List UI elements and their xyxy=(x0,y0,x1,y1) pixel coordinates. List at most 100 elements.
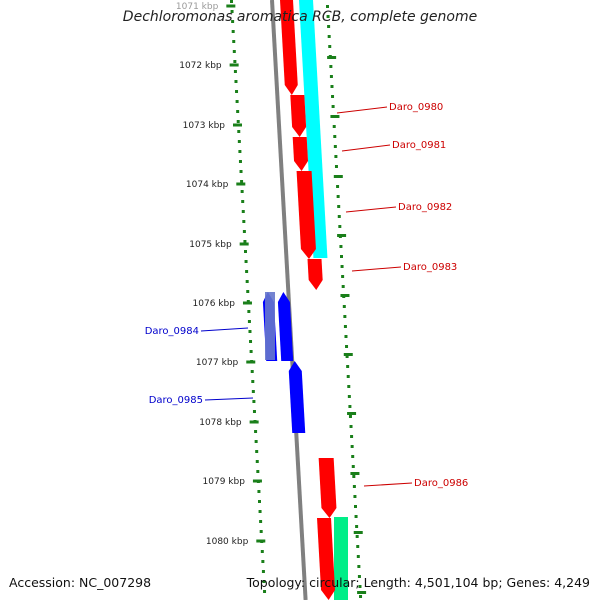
major-tick xyxy=(252,479,262,483)
feature-band-cyan xyxy=(299,0,328,258)
minor-tick-left xyxy=(261,560,265,563)
minor-tick-right xyxy=(356,555,360,558)
minor-tick-left xyxy=(261,570,265,573)
gene-label[interactable]: Daro_0985 xyxy=(149,395,203,406)
gene-leader-line xyxy=(200,327,249,332)
minor-tick-right xyxy=(333,145,337,148)
minor-tick-right xyxy=(338,225,342,228)
minor-tick-right xyxy=(357,575,361,578)
gene-leader-line xyxy=(336,106,388,114)
minor-tick-right xyxy=(355,525,359,528)
minor-tick-right xyxy=(337,205,341,208)
minor-tick-left xyxy=(241,200,245,203)
tick-label: 1080 kbp xyxy=(206,537,249,547)
minor-tick-right xyxy=(347,395,351,398)
tick-label: 1075 kbp xyxy=(189,240,232,250)
minor-tick-right xyxy=(349,425,353,428)
minor-tick-left xyxy=(235,90,239,93)
minor-tick-right xyxy=(350,445,354,448)
minor-tick-left xyxy=(241,210,245,213)
gene-track xyxy=(262,0,337,600)
gene-arrow-overlap xyxy=(265,292,275,360)
minor-tick-left xyxy=(242,220,246,223)
minor-tick-left xyxy=(245,280,249,283)
minor-tick-right xyxy=(341,275,345,278)
minor-tick-left xyxy=(250,370,254,373)
minor-tick-left xyxy=(254,430,258,433)
minor-tick-right xyxy=(352,475,356,478)
minor-tick-right xyxy=(353,495,357,498)
minor-tick-right xyxy=(327,25,331,28)
minor-tick-left xyxy=(236,120,240,123)
minor-tick-left xyxy=(259,530,263,533)
minor-tick-left xyxy=(238,160,242,163)
minor-tick-right xyxy=(331,95,335,98)
minor-tick-left xyxy=(252,400,256,403)
minor-tick-right xyxy=(345,355,349,358)
minor-tick-right xyxy=(346,375,350,378)
accession-text: Accession: NC_007298 xyxy=(9,575,152,590)
minor-tick-left xyxy=(234,80,238,83)
minor-tick-right xyxy=(340,255,343,258)
major-tick xyxy=(229,63,239,67)
minor-tick-right xyxy=(352,485,356,488)
feature-track xyxy=(299,0,348,600)
minor-tick-right xyxy=(359,595,363,598)
minor-tick-left xyxy=(249,340,253,343)
gene-label[interactable]: Daro_0982 xyxy=(398,202,452,213)
major-tick xyxy=(226,4,236,8)
minor-tick-left xyxy=(244,250,247,253)
gene-arrow xyxy=(318,458,337,518)
minor-tick-left xyxy=(235,100,239,103)
minor-tick-right xyxy=(327,35,331,38)
minor-tick-right xyxy=(345,345,349,348)
gene-arrow xyxy=(296,171,316,259)
gene-label[interactable]: Daro_0981 xyxy=(392,140,446,151)
minor-tick-left xyxy=(263,590,267,593)
gene-label[interactable]: Daro_0984 xyxy=(145,326,199,337)
minor-tick-left xyxy=(259,520,263,523)
gene-arrow xyxy=(288,361,306,433)
minor-tick-left xyxy=(260,550,264,553)
gene-arrow xyxy=(292,137,309,171)
gene-label[interactable]: Daro_0980 xyxy=(389,102,443,113)
major-tick xyxy=(249,420,259,424)
gene-label[interactable]: Daro_0986 xyxy=(414,478,468,489)
major-tick xyxy=(343,353,353,356)
minor-tick-left xyxy=(242,230,246,233)
minor-tick-left xyxy=(231,20,235,23)
tick-label: 1071 kbp xyxy=(176,2,219,12)
minor-tick-right xyxy=(330,85,334,88)
minor-tick-left xyxy=(247,320,251,323)
minor-tick-left xyxy=(248,330,252,333)
major-tick xyxy=(242,301,252,305)
tick-track: 1071 kbp 1072 kbp 1073 kbp 1074 kbp 1075 kbp… xyxy=(176,0,367,598)
minor-tick-right xyxy=(350,435,354,438)
minor-tick-left xyxy=(238,150,242,153)
minor-tick-right xyxy=(356,545,360,548)
minor-tick-right xyxy=(348,415,352,418)
minor-tick-right xyxy=(334,155,338,158)
minor-tick-right xyxy=(351,465,355,468)
major-tick xyxy=(333,175,343,178)
minor-tick-left xyxy=(237,130,241,133)
minor-tick-right xyxy=(332,125,336,128)
gene-arrow xyxy=(290,95,307,137)
minor-tick-right xyxy=(346,365,350,368)
minor-tick-right xyxy=(344,335,348,338)
gene-leader-line xyxy=(204,397,254,401)
minor-tick-right xyxy=(354,515,358,518)
minor-tick-right xyxy=(326,5,329,8)
major-tick xyxy=(233,123,242,127)
minor-tick-left xyxy=(232,50,236,53)
major-tick xyxy=(357,591,367,594)
minor-tick-left xyxy=(239,170,243,173)
minor-tick-right xyxy=(334,165,338,168)
minor-tick-left xyxy=(251,380,255,383)
gene-label[interactable]: Daro_0983 xyxy=(403,262,457,273)
major-tick xyxy=(340,294,350,297)
minor-tick-left xyxy=(256,470,260,473)
gene-arrow xyxy=(307,259,323,290)
minor-tick-right xyxy=(348,405,352,408)
minor-tick-right xyxy=(357,565,361,568)
